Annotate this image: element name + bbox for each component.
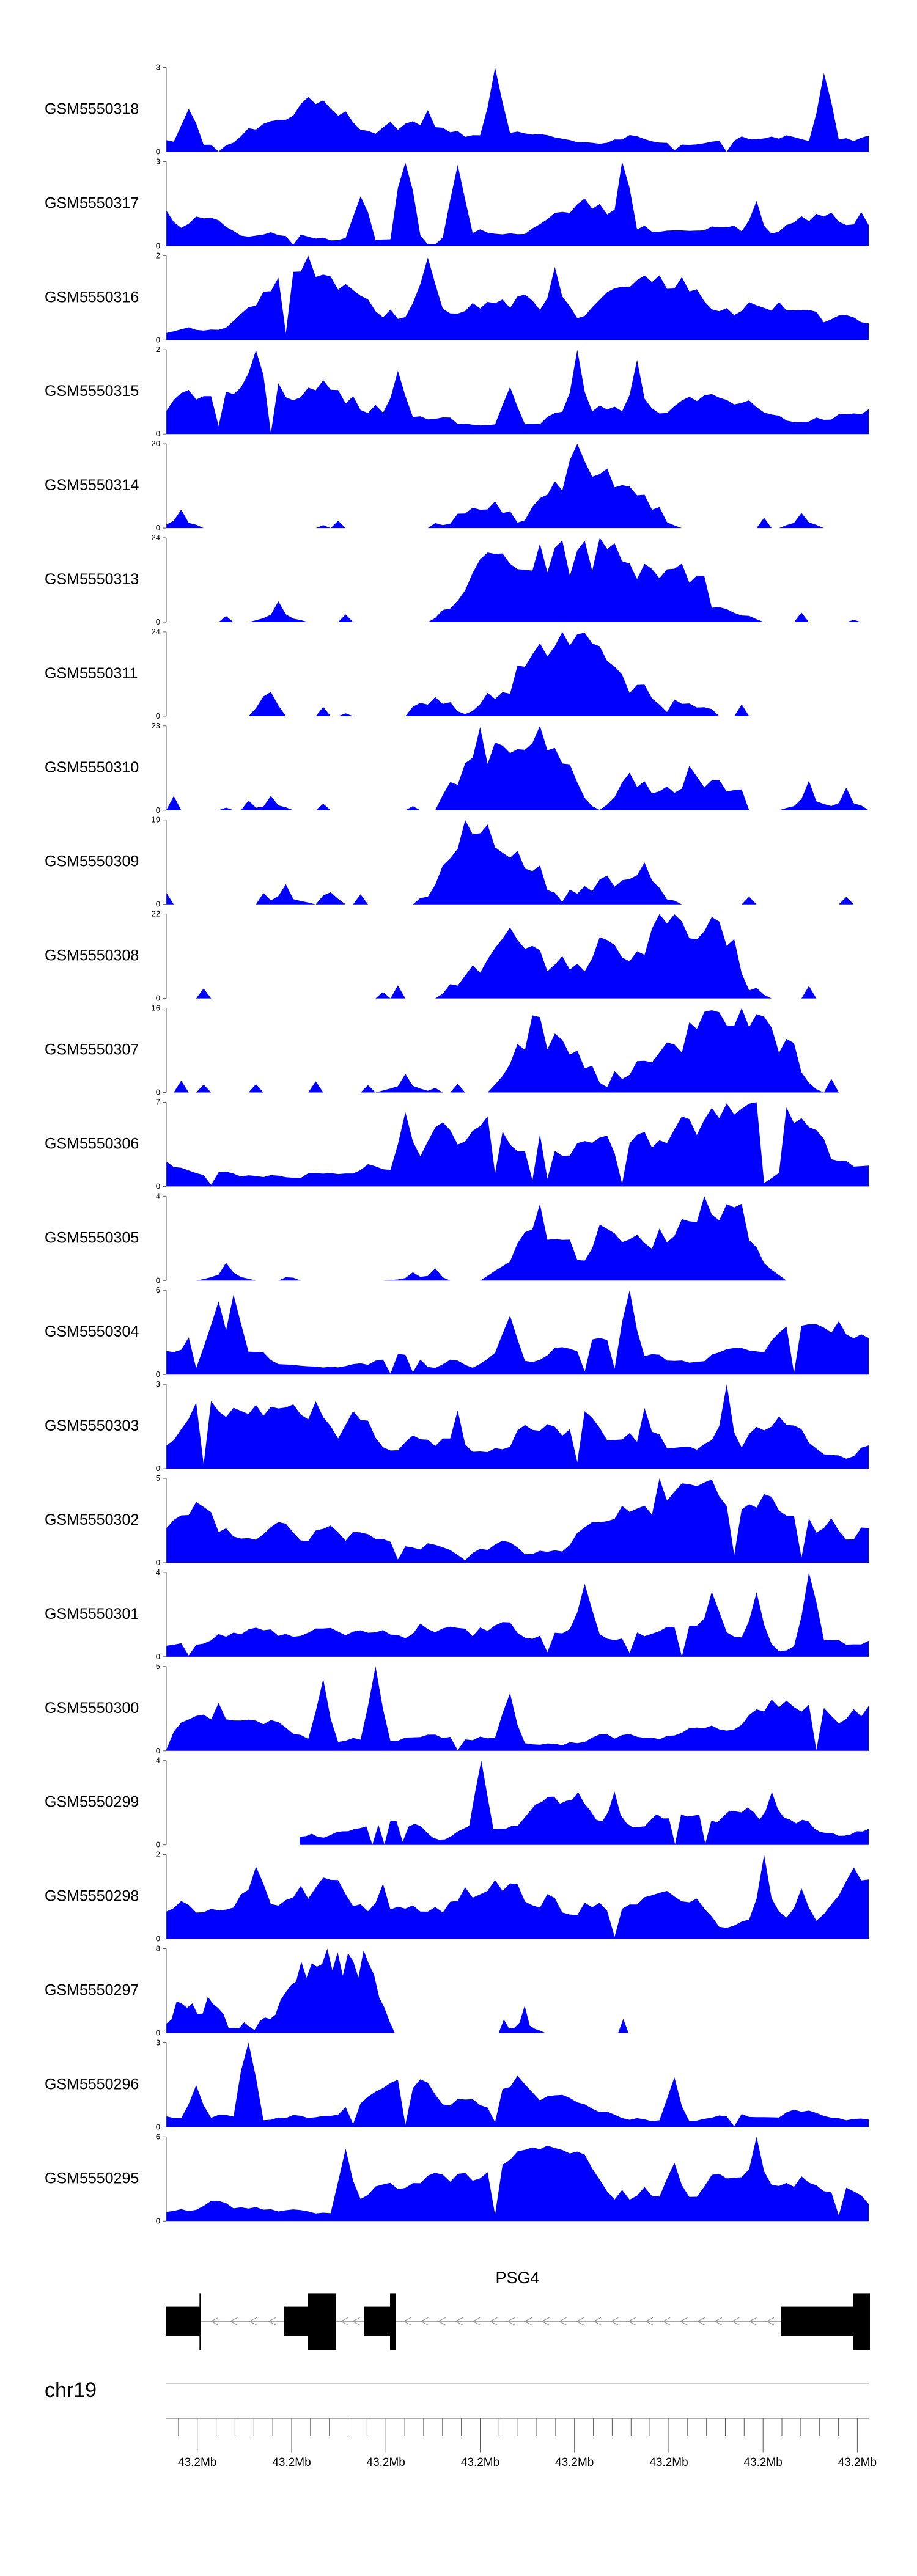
svg-text:0: 0	[156, 1934, 160, 1943]
svg-text:0: 0	[156, 523, 160, 532]
svg-text:GSM5550302: GSM5550302	[45, 1511, 139, 1528]
svg-text:43.2Mb: 43.2Mb	[178, 2456, 216, 2469]
svg-text:GSM5550313: GSM5550313	[45, 571, 139, 588]
svg-text:43.2Mb: 43.2Mb	[838, 2456, 877, 2469]
svg-text:24: 24	[152, 627, 160, 636]
svg-text:6: 6	[156, 1285, 160, 1294]
svg-text:GSM5550311: GSM5550311	[45, 665, 138, 682]
svg-text:GSM5550301: GSM5550301	[45, 1605, 139, 1623]
svg-text:22: 22	[152, 909, 160, 919]
svg-text:43.2Mb: 43.2Mb	[367, 2456, 405, 2469]
svg-text:0: 0	[156, 1181, 160, 1191]
svg-text:GSM5550308: GSM5550308	[45, 947, 139, 964]
svg-text:0: 0	[156, 1088, 160, 1097]
svg-text:GSM5550305: GSM5550305	[45, 1229, 139, 1246]
svg-text:23: 23	[152, 721, 160, 730]
svg-text:0: 0	[156, 900, 160, 909]
svg-text:3: 3	[156, 63, 160, 72]
svg-text:GSM5550295: GSM5550295	[45, 2170, 139, 2187]
svg-text:0: 0	[156, 1464, 160, 1473]
svg-text:PSG4: PSG4	[495, 2269, 539, 2287]
svg-text:GSM5550314: GSM5550314	[45, 477, 139, 494]
svg-text:43.2Mb: 43.2Mb	[461, 2456, 499, 2469]
svg-text:0: 0	[156, 1558, 160, 1567]
svg-text:2: 2	[156, 1850, 160, 1859]
svg-text:GSM5550318: GSM5550318	[45, 101, 139, 118]
svg-text:5: 5	[156, 1662, 160, 1671]
svg-text:2: 2	[156, 251, 160, 260]
svg-text:0: 0	[156, 429, 160, 438]
svg-text:GSM5550315: GSM5550315	[45, 383, 139, 400]
svg-text:0: 0	[156, 1746, 160, 1755]
svg-text:GSM5550316: GSM5550316	[45, 288, 139, 306]
svg-text:8: 8	[156, 1944, 160, 1953]
svg-text:0: 0	[156, 241, 160, 250]
svg-text:3: 3	[156, 1379, 160, 1389]
svg-text:0: 0	[156, 147, 160, 156]
svg-text:GSM5550304: GSM5550304	[45, 1323, 139, 1340]
svg-text:4: 4	[156, 1191, 160, 1200]
svg-text:5: 5	[156, 1473, 160, 1483]
svg-text:43.2Mb: 43.2Mb	[555, 2456, 594, 2469]
svg-text:GSM5550298: GSM5550298	[45, 1888, 139, 1905]
svg-text:0: 0	[156, 335, 160, 344]
svg-text:43.2Mb: 43.2Mb	[744, 2456, 783, 2469]
svg-text:4: 4	[156, 1568, 160, 1577]
svg-text:GSM5550309: GSM5550309	[45, 853, 139, 870]
svg-text:0: 0	[156, 1275, 160, 1285]
svg-text:GSM5550306: GSM5550306	[45, 1135, 139, 1152]
svg-text:0: 0	[156, 617, 160, 626]
svg-text:GSM5550307: GSM5550307	[45, 1041, 139, 1059]
svg-text:0: 0	[156, 2216, 160, 2225]
svg-text:7: 7	[156, 1097, 160, 1106]
svg-text:GSM5550300: GSM5550300	[45, 1700, 139, 1717]
svg-text:0: 0	[156, 2122, 160, 2131]
svg-text:24: 24	[152, 533, 160, 542]
svg-text:19: 19	[152, 815, 160, 824]
svg-text:chr19: chr19	[45, 2379, 97, 2402]
svg-text:6: 6	[156, 2132, 160, 2141]
svg-text:2: 2	[156, 345, 160, 354]
svg-text:0: 0	[156, 711, 160, 721]
svg-text:3: 3	[156, 2038, 160, 2047]
svg-text:GSM5550310: GSM5550310	[45, 759, 139, 776]
svg-text:GSM5550296: GSM5550296	[45, 2075, 139, 2093]
svg-text:GSM5550317: GSM5550317	[45, 194, 139, 211]
svg-text:43.2Mb: 43.2Mb	[272, 2456, 311, 2469]
svg-text:20: 20	[152, 439, 160, 448]
svg-text:4: 4	[156, 1756, 160, 1765]
svg-text:0: 0	[156, 1652, 160, 1661]
svg-text:43.2Mb: 43.2Mb	[649, 2456, 688, 2469]
svg-text:GSM5550303: GSM5550303	[45, 1417, 139, 1434]
svg-text:0: 0	[156, 1840, 160, 1849]
svg-text:0: 0	[156, 805, 160, 815]
svg-text:16: 16	[152, 1004, 160, 1013]
svg-text:0: 0	[156, 1370, 160, 1379]
svg-text:0: 0	[156, 2028, 160, 2038]
svg-text:0: 0	[156, 994, 160, 1003]
svg-text:GSM5550299: GSM5550299	[45, 1794, 139, 1811]
svg-text:3: 3	[156, 156, 160, 166]
svg-text:GSM5550297: GSM5550297	[45, 1982, 139, 1999]
